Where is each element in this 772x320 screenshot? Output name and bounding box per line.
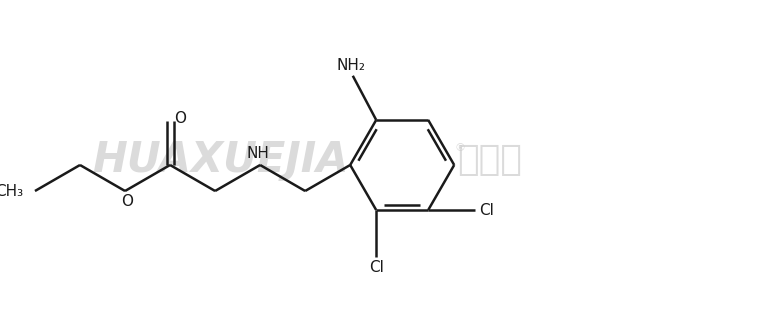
Text: HUAXUEJIA: HUAXUEJIA — [92, 139, 348, 181]
Text: CH₃: CH₃ — [0, 183, 23, 198]
Text: O: O — [121, 194, 133, 209]
Text: NH₂: NH₂ — [337, 58, 365, 73]
Text: NH: NH — [247, 146, 269, 161]
Text: Cl: Cl — [479, 203, 494, 218]
Text: O: O — [174, 111, 186, 126]
Text: Cl: Cl — [369, 260, 384, 275]
Text: 化学加: 化学加 — [458, 143, 523, 177]
Text: ®: ® — [455, 143, 466, 153]
